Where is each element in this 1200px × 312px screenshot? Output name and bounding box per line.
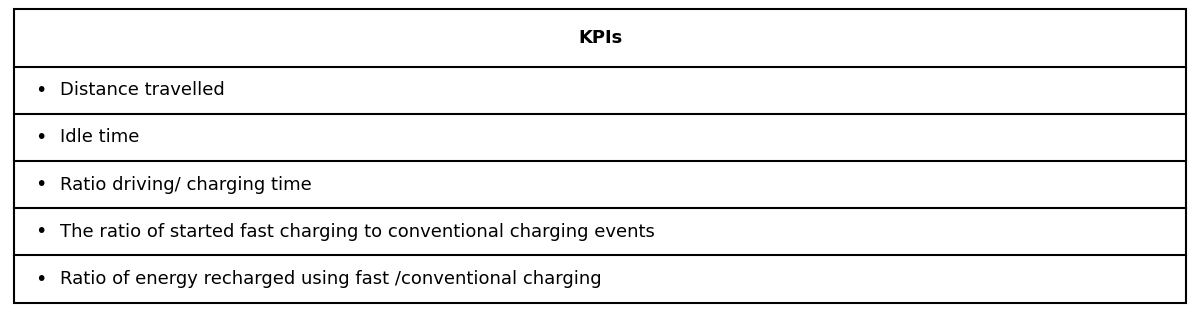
Text: •: • [35,128,47,147]
Text: •: • [35,81,47,100]
Text: Ratio of energy recharged using fast /conventional charging: Ratio of energy recharged using fast /co… [60,270,601,288]
Text: Ratio driving/ charging time: Ratio driving/ charging time [60,176,312,193]
Text: •: • [35,270,47,289]
Text: Distance travelled: Distance travelled [60,81,224,99]
Text: •: • [35,222,47,241]
Text: KPIs: KPIs [578,29,622,47]
Text: The ratio of started fast charging to conventional charging events: The ratio of started fast charging to co… [60,223,655,241]
Text: •: • [35,175,47,194]
Text: Idle time: Idle time [60,128,139,146]
